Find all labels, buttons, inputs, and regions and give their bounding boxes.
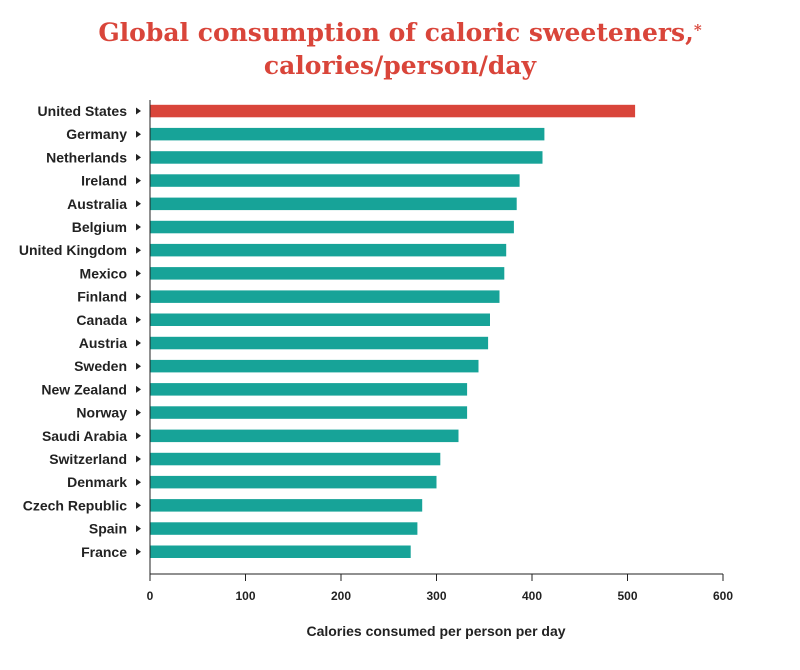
- bar-mexico: [150, 267, 505, 280]
- x-tick-label: 400: [522, 589, 542, 603]
- chart-title-footnote-mark: *: [693, 21, 702, 39]
- category-arrow-icon: [136, 455, 141, 463]
- category-arrow-icon: [136, 548, 141, 556]
- chart-title-line-2: calories/person/day: [263, 51, 537, 80]
- category-arrow-icon: [136, 385, 141, 393]
- category-arrow-icon: [136, 362, 141, 370]
- x-tick-label: 0: [147, 589, 154, 603]
- category-label-united-states: United States: [38, 103, 128, 119]
- category-arrow-icon: [136, 269, 141, 277]
- category-label-saudi-arabia: Saudi Arabia: [42, 428, 127, 444]
- category-label-czech-republic: Czech Republic: [23, 497, 127, 513]
- bar-denmark: [150, 475, 437, 489]
- bar-canada: [150, 313, 490, 326]
- x-tick-label: 300: [426, 589, 446, 603]
- bar-saudi-arabia: [150, 429, 459, 443]
- category-label-belgium: Belgium: [72, 219, 127, 235]
- chart-title: Global consumption of caloric sweeteners…: [0, 16, 800, 82]
- category-labels-group: United States Germany Netherlands Ireland Au…: [19, 103, 141, 560]
- category-arrow-icon: [136, 525, 141, 533]
- category-arrow-icon: [136, 478, 141, 486]
- category-label-switzerland: Switzerland: [49, 451, 127, 467]
- chart-title-text: Global consumption of caloric sweeteners…: [98, 18, 694, 47]
- category-arrow-icon: [136, 339, 141, 347]
- bar-germany: [150, 127, 545, 141]
- category-label-mexico: Mexico: [80, 265, 127, 281]
- bar-spain: [150, 522, 418, 535]
- category-arrow-icon: [136, 501, 141, 509]
- category-arrow-icon: [136, 409, 141, 417]
- category-arrow-icon: [136, 316, 141, 324]
- category-label-united-kingdom: United Kingdom: [19, 242, 127, 258]
- bar-france: [150, 545, 411, 558]
- category-label-new-zealand: New Zealand: [41, 381, 127, 397]
- bar-new-zealand: [150, 383, 468, 396]
- category-arrow-icon: [136, 246, 141, 254]
- bar-norway: [150, 406, 468, 419]
- category-arrow-icon: [136, 177, 141, 185]
- bars-group: [150, 104, 636, 558]
- bar-united-states: [150, 104, 636, 118]
- category-label-france: France: [81, 544, 127, 560]
- category-label-spain: Spain: [89, 521, 127, 537]
- category-label-australia: Australia: [67, 196, 127, 212]
- bar-australia: [150, 197, 517, 211]
- category-arrow-icon: [136, 432, 141, 440]
- x-axis: 0 100 200 300 400 500 600: [147, 100, 733, 603]
- bar-switzerland: [150, 452, 441, 466]
- category-label-germany: Germany: [66, 126, 127, 142]
- category-arrow-icon: [136, 293, 141, 301]
- bar-netherlands: [150, 151, 543, 164]
- x-tick-label: 500: [617, 589, 637, 603]
- x-tick-label: 600: [713, 589, 733, 603]
- x-tick-label: 200: [331, 589, 351, 603]
- category-label-netherlands: Netherlands: [46, 149, 127, 165]
- bar-sweden: [150, 359, 479, 373]
- bar-united-kingdom: [150, 243, 507, 257]
- category-arrow-icon: [136, 153, 141, 161]
- category-label-finland: Finland: [77, 289, 127, 305]
- bar-belgium: [150, 220, 514, 234]
- category-label-ireland: Ireland: [81, 173, 127, 189]
- category-arrow-icon: [136, 223, 141, 231]
- x-axis-title: Calories consumed per person per day: [306, 623, 565, 639]
- bar-austria: [150, 336, 489, 350]
- bar-finland: [150, 290, 500, 303]
- category-label-austria: Austria: [79, 335, 127, 351]
- bar-ireland: [150, 174, 520, 187]
- category-label-denmark: Denmark: [67, 474, 127, 490]
- category-arrow-icon: [136, 200, 141, 208]
- bar-czech-republic: [150, 499, 423, 512]
- category-label-canada: Canada: [76, 312, 127, 328]
- category-label-norway: Norway: [76, 405, 127, 421]
- category-arrow-icon: [136, 130, 141, 138]
- category-arrow-icon: [136, 107, 141, 115]
- category-label-sweden: Sweden: [74, 358, 127, 374]
- chart-title-line-1: Global consumption of caloric sweeteners…: [0, 16, 800, 49]
- x-tick-label: 100: [235, 589, 255, 603]
